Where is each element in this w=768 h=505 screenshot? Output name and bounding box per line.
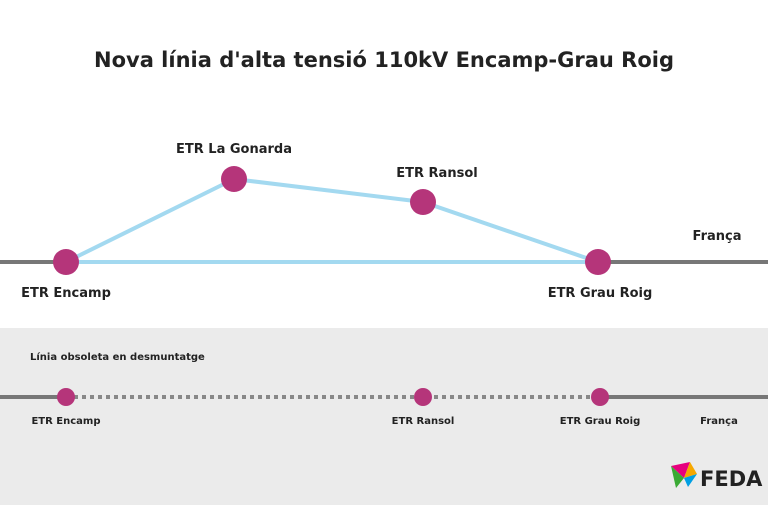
- node: [585, 249, 611, 275]
- node: [53, 249, 79, 275]
- node-label: ETR Grau Roig: [548, 286, 653, 301]
- node-label: ETR Encamp: [31, 416, 100, 427]
- border-label: França: [700, 416, 738, 427]
- node-label: ETR Ransol: [396, 166, 477, 181]
- node: [57, 388, 75, 406]
- node: [410, 189, 436, 215]
- panel-title: Línia obsoleta en desmuntatge: [30, 351, 205, 363]
- node-label: ETR Ransol: [392, 416, 455, 427]
- new-route: [65, 176, 599, 264]
- title: Nova línia d'alta tensió 110kV Encamp-Gr…: [94, 48, 674, 72]
- logo-text: FEDA: [700, 467, 763, 491]
- border-label: França: [693, 229, 742, 244]
- node: [221, 166, 247, 192]
- node-label: ETR La Gonarda: [176, 142, 292, 157]
- old-line-panel: [0, 328, 768, 505]
- node-label: ETR Encamp: [21, 286, 111, 301]
- node: [414, 388, 432, 406]
- node: [591, 388, 609, 406]
- node-label: ETR Grau Roig: [560, 416, 640, 427]
- logo: FEDA: [671, 462, 763, 491]
